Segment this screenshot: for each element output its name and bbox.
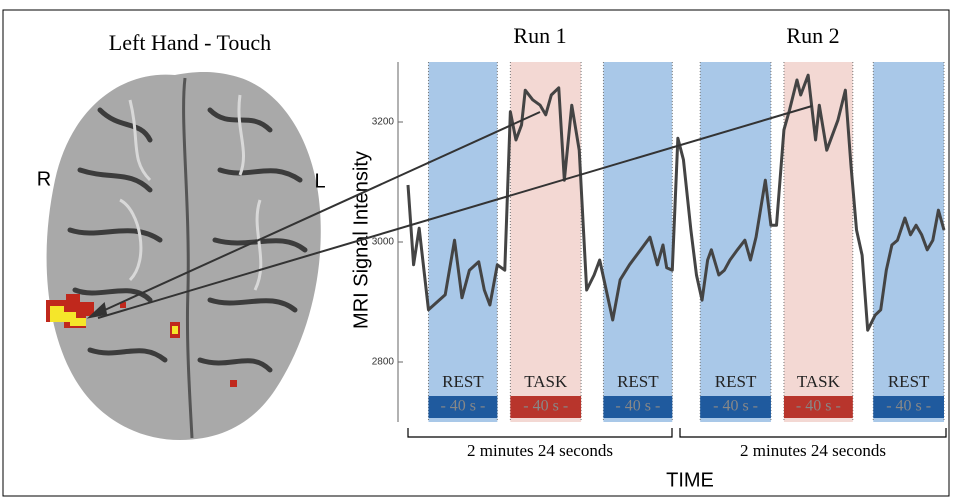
block-duration: - 40 s - <box>440 398 485 415</box>
brain-title: Left Hand - Touch <box>109 30 271 55</box>
block-region <box>428 62 497 422</box>
block-duration: - 40 s - <box>615 398 660 415</box>
y-tick-label: 3200 <box>372 117 395 128</box>
run-duration: 2 minutes 24 seconds <box>740 441 886 460</box>
block-label: REST <box>715 372 757 391</box>
y-tick-label: 3000 <box>372 237 395 248</box>
side-label: R <box>37 168 51 190</box>
side-label: L <box>314 170 325 192</box>
block-label: REST <box>888 372 930 391</box>
y-tick-label: 2800 <box>372 357 395 368</box>
run-duration: 2 minutes 24 seconds <box>467 441 613 460</box>
block-duration: - 40 s - <box>523 398 568 415</box>
block-label: TASK <box>524 372 568 391</box>
block-region <box>700 62 771 422</box>
block-duration: - 40 s - <box>713 398 758 415</box>
figure: Left Hand - Touch R L MRI Signal Intensi… <box>0 0 954 500</box>
x-axis-label: TIME <box>666 469 714 491</box>
block-duration: - 40 s - <box>796 398 841 415</box>
block-label: TASK <box>797 372 841 391</box>
run-title: Run 1 <box>513 23 566 48</box>
block-label: REST <box>442 372 484 391</box>
block-region <box>603 62 672 422</box>
block-label: REST <box>617 372 659 391</box>
run-title: Run 2 <box>786 23 839 48</box>
block-duration: - 40 s - <box>886 398 931 415</box>
